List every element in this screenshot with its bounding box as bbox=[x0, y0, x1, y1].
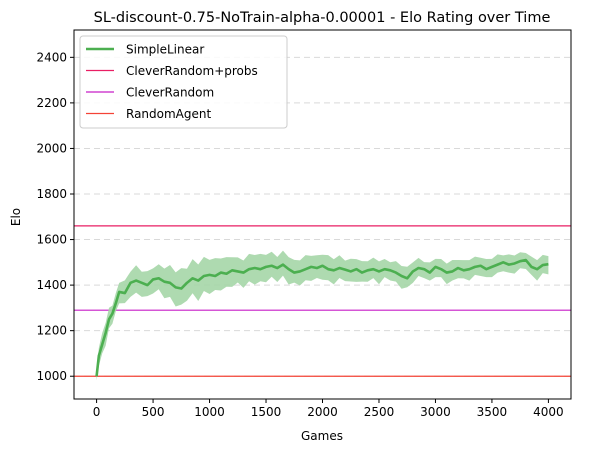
x-tick-label: 4000 bbox=[533, 405, 564, 419]
simplelinear-confidence-band bbox=[96, 250, 549, 381]
x-tick-label: 2500 bbox=[364, 405, 395, 419]
y-tick-label: 2000 bbox=[36, 141, 67, 155]
simplelinear-series-line bbox=[95, 258, 549, 377]
x-axis-label: Games bbox=[301, 429, 343, 443]
x-axis-ticks: 0 500 1000 1500 2000 2500 3000 3500 4000 bbox=[93, 399, 564, 419]
y-axis-label: Elo bbox=[9, 208, 23, 226]
x-tick-label: 2000 bbox=[307, 405, 338, 419]
legend: SimpleLinear CleverRandom+probs CleverRand… bbox=[79, 35, 288, 129]
y-tick-label: 1000 bbox=[36, 369, 67, 383]
y-tick-label: 1200 bbox=[36, 324, 67, 338]
x-tick-label: 500 bbox=[142, 405, 165, 419]
legend-label: CleverRandom bbox=[126, 86, 214, 100]
y-axis-ticks: 1000 1200 1400 1600 1800 2000 2200 2400 bbox=[36, 50, 74, 383]
x-tick-label: 1500 bbox=[251, 405, 282, 419]
x-tick-label: 1000 bbox=[194, 405, 225, 419]
y-tick-label: 1600 bbox=[36, 233, 67, 247]
x-tick-label: 3500 bbox=[477, 405, 508, 419]
y-tick-label: 2200 bbox=[36, 96, 67, 110]
y-tick-label: 2400 bbox=[36, 50, 67, 64]
y-tick-label: 1800 bbox=[36, 187, 67, 201]
legend-label: CleverRandom+probs bbox=[126, 64, 258, 78]
y-tick-label: 1400 bbox=[36, 278, 67, 292]
x-tick-label: 0 bbox=[93, 405, 101, 419]
legend-label: RandomAgent bbox=[126, 107, 211, 121]
legend-box bbox=[79, 35, 288, 129]
x-tick-label: 3000 bbox=[420, 405, 451, 419]
plot-area bbox=[74, 225, 571, 381]
chart-title: SL-discount-0.75-NoTrain-alpha-0.00001 -… bbox=[94, 10, 551, 26]
legend-label: SimpleLinear bbox=[126, 43, 204, 57]
